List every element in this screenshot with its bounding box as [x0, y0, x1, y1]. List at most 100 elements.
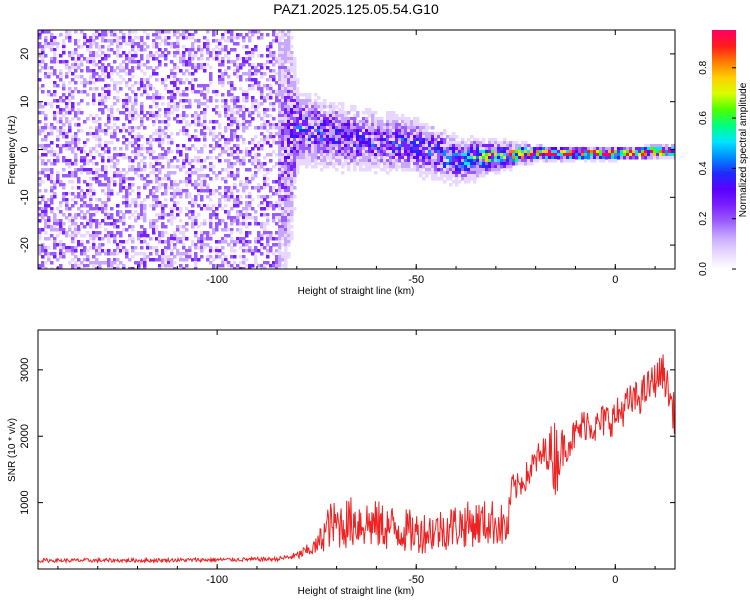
- heatmap-cell: [377, 150, 381, 154]
- heatmap-cell: [440, 153, 444, 157]
- heatmap-cell: [143, 168, 147, 172]
- heatmap-cell: [350, 135, 354, 139]
- heatmap-cell: [404, 117, 408, 121]
- heatmap-cell: [167, 159, 171, 163]
- heatmap-cell: [221, 45, 225, 49]
- heatmap-cell: [254, 105, 258, 109]
- heatmap-cell: [101, 210, 105, 214]
- heatmap-cell: [140, 135, 144, 139]
- heatmap-cell: [116, 264, 120, 268]
- heatmap-cell: [98, 231, 102, 235]
- heatmap-cell: [422, 153, 426, 157]
- heatmap-cell: [335, 162, 339, 166]
- heatmap-cell: [308, 93, 312, 97]
- heatmap-cell: [278, 123, 282, 127]
- heatmap-cell: [275, 213, 279, 217]
- heatmap-cell: [395, 147, 399, 151]
- heatmap-cell: [269, 135, 273, 139]
- heatmap-cell: [263, 162, 267, 166]
- heatmap-cell: [224, 48, 228, 52]
- heatmap-cell: [323, 105, 327, 109]
- heatmap-cell: [68, 219, 72, 223]
- heatmap-cell: [86, 93, 90, 97]
- heatmap-cell: [176, 147, 180, 151]
- heatmap-cell: [290, 78, 294, 82]
- heatmap-cell: [353, 120, 357, 124]
- heatmap-cell: [389, 126, 393, 130]
- heatmap-cell: [113, 69, 117, 73]
- heatmap-cell: [44, 45, 48, 49]
- heatmap-cell: [317, 126, 321, 130]
- heatmap-cell: [176, 186, 180, 190]
- heatmap-cell: [101, 159, 105, 163]
- heatmap-cell: [278, 219, 282, 223]
- heatmap-cell: [227, 210, 231, 214]
- heatmap-cell: [146, 96, 150, 100]
- heatmap-cell: [239, 201, 243, 205]
- heatmap-cell: [194, 78, 198, 82]
- heatmap-cell: [257, 264, 261, 268]
- heatmap-cell: [281, 69, 285, 73]
- heatmap-cell: [347, 141, 351, 145]
- heatmap-cell: [185, 123, 189, 127]
- heatmap-cell: [260, 93, 264, 97]
- heatmap-cell: [134, 117, 138, 121]
- heatmap-cell: [137, 192, 141, 196]
- heatmap-cell: [257, 54, 261, 58]
- heatmap-cell: [245, 204, 249, 208]
- heatmap-cell: [53, 240, 57, 244]
- heatmap-cell: [50, 234, 54, 238]
- heatmap-cell: [221, 36, 225, 40]
- heatmap-cell: [647, 144, 651, 148]
- heatmap-cell: [125, 144, 129, 148]
- heatmap-cell: [116, 99, 120, 103]
- heatmap-cell: [425, 144, 429, 148]
- heatmap-cell: [164, 84, 168, 88]
- heatmap-cell: [95, 150, 99, 154]
- heatmap-cell: [413, 123, 417, 127]
- heatmap-cell: [101, 237, 105, 241]
- heatmap-cell: [320, 147, 324, 151]
- heatmap-cell: [245, 225, 249, 229]
- heatmap-cell: [197, 174, 201, 178]
- heatmap-cell: [299, 141, 303, 145]
- heatmap-cell: [95, 171, 99, 175]
- heatmap-cell: [50, 147, 54, 151]
- heatmap-cell: [131, 84, 135, 88]
- heatmap-cell: [338, 150, 342, 154]
- heatmap-cell: [83, 258, 87, 262]
- heatmap-cell: [245, 213, 249, 217]
- heatmap-cell: [89, 198, 93, 202]
- heatmap-cell: [131, 45, 135, 49]
- heatmap-cell: [143, 261, 147, 265]
- heatmap-cell: [110, 30, 114, 34]
- heatmap-cell: [497, 168, 501, 172]
- heatmap-cell: [197, 84, 201, 88]
- heatmap-cell: [656, 153, 660, 157]
- heatmap-cell: [629, 156, 633, 160]
- heatmap-cell: [137, 195, 141, 199]
- heatmap-cell: [155, 36, 159, 40]
- heatmap-cell: [428, 144, 432, 148]
- heatmap-cell: [170, 222, 174, 226]
- heatmap-cell: [242, 111, 246, 115]
- heatmap-cell: [200, 195, 204, 199]
- heatmap-cell: [77, 66, 81, 70]
- heatmap-cell: [278, 234, 282, 238]
- heatmap-cell: [233, 117, 237, 121]
- heatmap-cell: [188, 168, 192, 172]
- heatmap-cell: [380, 138, 384, 142]
- heatmap-cell: [80, 189, 84, 193]
- heatmap-cell: [545, 156, 549, 160]
- heatmap-cell: [488, 162, 492, 166]
- heatmap-cell: [191, 165, 195, 169]
- heatmap-cell: [554, 147, 558, 151]
- heatmap-cell: [614, 147, 618, 151]
- heatmap-cell: [125, 195, 129, 199]
- heatmap-cell: [170, 93, 174, 97]
- heatmap-cell: [455, 168, 459, 172]
- heatmap-cell: [371, 129, 375, 133]
- heatmap-cell: [65, 147, 69, 151]
- heatmap-cell: [233, 183, 237, 187]
- heatmap-cell: [167, 108, 171, 112]
